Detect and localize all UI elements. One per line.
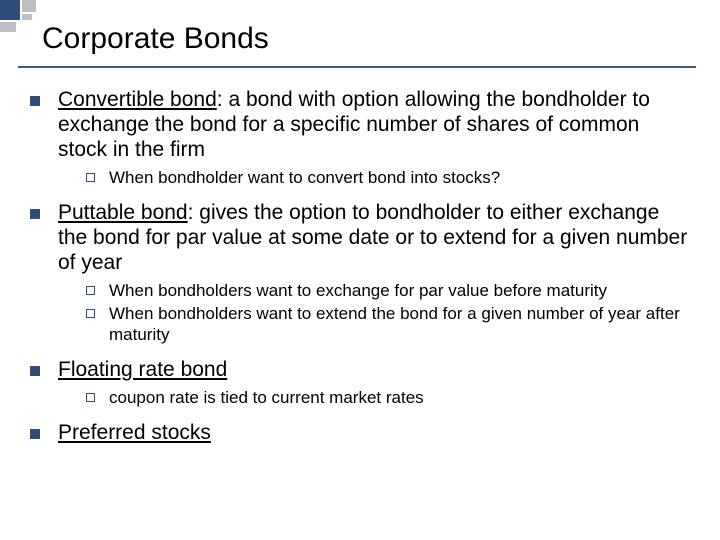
open-square-bullet-icon (86, 393, 95, 402)
bullet-preferred-stocks: Preferred stocks (30, 421, 690, 446)
bullet-puttable-bond: Puttable bond: gives the option to bondh… (30, 201, 690, 275)
subbullet: When bondholders want to exchange for pa… (86, 281, 690, 302)
open-square-bullet-icon (86, 309, 95, 318)
bullet-text: Floating rate bond (58, 358, 227, 383)
bullet-floating-rate-bond: Floating rate bond (30, 358, 690, 383)
title-rule (18, 66, 696, 68)
slide-body: Convertible bond: a bond with option all… (30, 86, 690, 446)
slide: Corporate Bonds Convertible bond: a bond… (0, 0, 720, 540)
subbullet-text: When bondholders want to exchange for pa… (109, 281, 607, 302)
bullet-convertible-bond: Convertible bond: a bond with option all… (30, 88, 690, 162)
open-square-bullet-icon (86, 286, 95, 295)
subbullet: When bondholders want to extend the bond… (86, 304, 690, 345)
square-bullet-icon (30, 429, 40, 439)
bullet-text: Puttable bond: gives the option to bondh… (58, 201, 690, 275)
subbullet: When bondholder want to convert bond int… (86, 168, 690, 189)
open-square-bullet-icon (86, 173, 95, 182)
bullet-text: Convertible bond: a bond with option all… (58, 88, 690, 162)
square-bullet-icon (30, 366, 40, 376)
subbullet-text: coupon rate is tied to current market ra… (109, 388, 424, 409)
square-bullet-icon (30, 209, 40, 219)
subbullet: coupon rate is tied to current market ra… (86, 388, 690, 409)
bullet-text: Preferred stocks (58, 421, 211, 446)
square-bullet-icon (30, 96, 40, 106)
slide-title: Corporate Bonds (42, 22, 269, 56)
subbullet-text: When bondholder want to convert bond int… (109, 168, 500, 189)
subbullet-text: When bondholders want to extend the bond… (109, 304, 690, 345)
